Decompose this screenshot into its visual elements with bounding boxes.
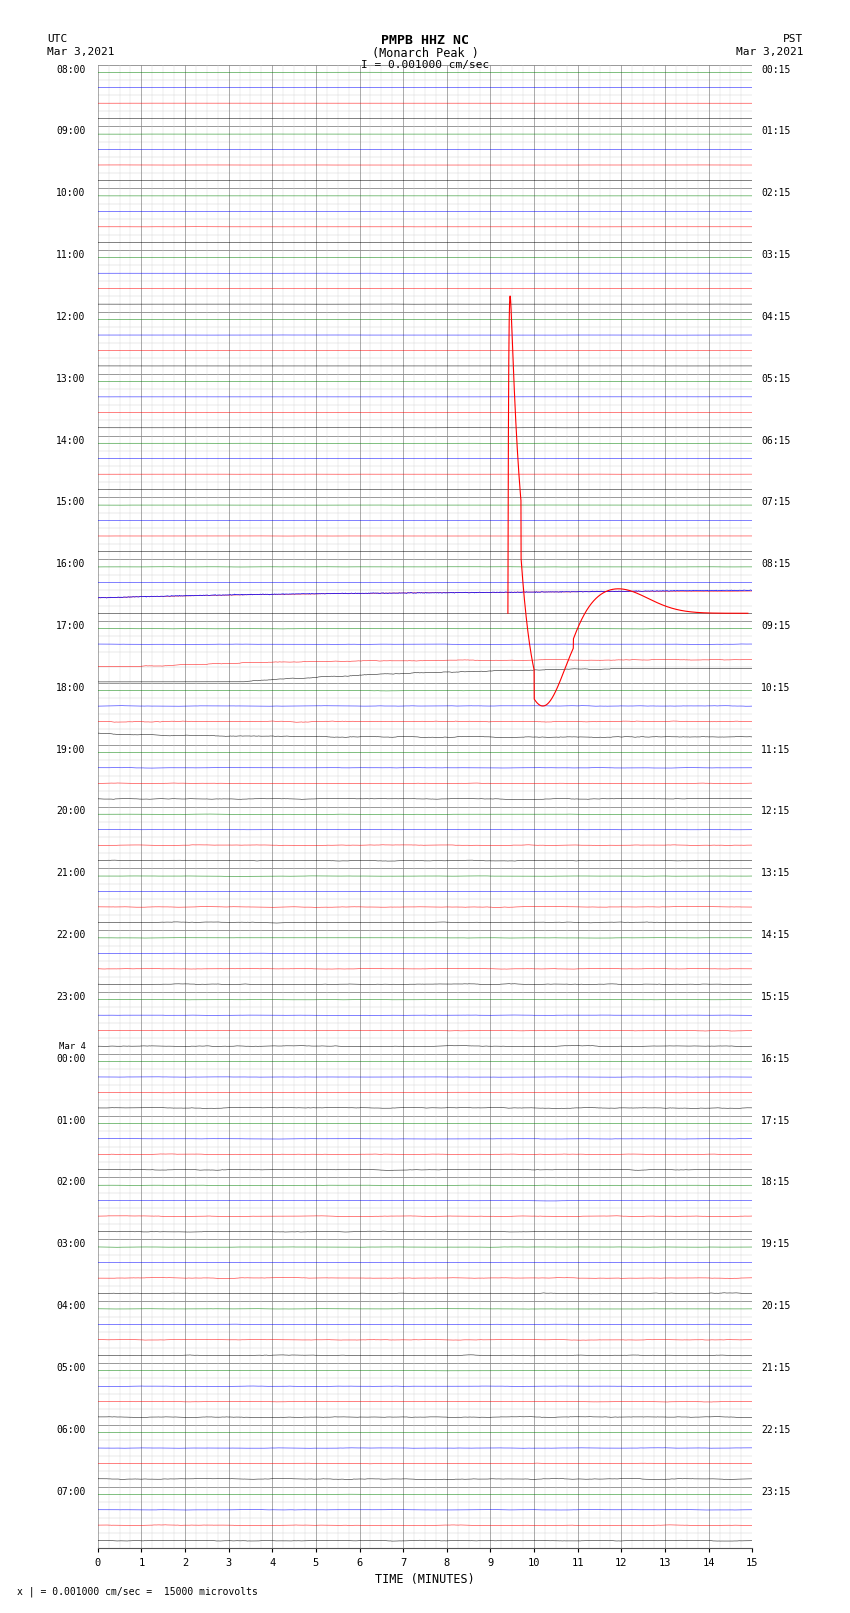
Text: 11:15: 11:15 (761, 745, 790, 755)
Text: 17:15: 17:15 (761, 1116, 790, 1126)
Text: Mar 4: Mar 4 (59, 1042, 86, 1050)
Text: 00:15: 00:15 (761, 65, 790, 74)
Text: 03:00: 03:00 (56, 1239, 86, 1250)
Text: 12:00: 12:00 (56, 311, 86, 323)
Text: 17:00: 17:00 (56, 621, 86, 631)
Text: 04:00: 04:00 (56, 1302, 86, 1311)
Text: 19:00: 19:00 (56, 745, 86, 755)
Text: 16:00: 16:00 (56, 560, 86, 569)
Text: 18:00: 18:00 (56, 682, 86, 694)
Text: UTC: UTC (47, 34, 67, 44)
Text: 12:15: 12:15 (761, 806, 790, 816)
Text: 23:15: 23:15 (761, 1487, 790, 1497)
Text: 07:00: 07:00 (56, 1487, 86, 1497)
Text: 09:00: 09:00 (56, 126, 86, 137)
Text: 07:15: 07:15 (761, 497, 790, 508)
Text: 09:15: 09:15 (761, 621, 790, 631)
Text: 02:00: 02:00 (56, 1177, 86, 1187)
Text: 10:15: 10:15 (761, 682, 790, 694)
Text: 13:00: 13:00 (56, 374, 86, 384)
Text: 14:15: 14:15 (761, 931, 790, 940)
Text: Mar 3,2021: Mar 3,2021 (736, 47, 803, 56)
Text: 20:15: 20:15 (761, 1302, 790, 1311)
Text: 14:00: 14:00 (56, 436, 86, 445)
Text: I = 0.001000 cm/sec: I = 0.001000 cm/sec (361, 60, 489, 69)
Text: 04:15: 04:15 (761, 311, 790, 323)
Text: 21:00: 21:00 (56, 868, 86, 879)
Text: 01:15: 01:15 (761, 126, 790, 137)
Text: 22:15: 22:15 (761, 1424, 790, 1436)
Text: 18:15: 18:15 (761, 1177, 790, 1187)
Text: 20:00: 20:00 (56, 806, 86, 816)
Text: 00:00: 00:00 (56, 1053, 86, 1065)
Text: 06:00: 06:00 (56, 1424, 86, 1436)
X-axis label: TIME (MINUTES): TIME (MINUTES) (375, 1573, 475, 1586)
Text: PMPB HHZ NC: PMPB HHZ NC (381, 34, 469, 47)
Text: 16:15: 16:15 (761, 1053, 790, 1065)
Text: 19:15: 19:15 (761, 1239, 790, 1250)
Text: 02:15: 02:15 (761, 189, 790, 198)
Text: 08:00: 08:00 (56, 65, 86, 74)
Text: 03:15: 03:15 (761, 250, 790, 260)
Text: 05:00: 05:00 (56, 1363, 86, 1373)
Text: x | = 0.001000 cm/sec =  15000 microvolts: x | = 0.001000 cm/sec = 15000 microvolts (17, 1586, 258, 1597)
Text: 21:15: 21:15 (761, 1363, 790, 1373)
Text: 11:00: 11:00 (56, 250, 86, 260)
Text: 15:15: 15:15 (761, 992, 790, 1002)
Text: 13:15: 13:15 (761, 868, 790, 879)
Text: PST: PST (783, 34, 803, 44)
Text: (Monarch Peak ): (Monarch Peak ) (371, 47, 479, 60)
Text: 05:15: 05:15 (761, 374, 790, 384)
Text: 22:00: 22:00 (56, 931, 86, 940)
Text: 01:00: 01:00 (56, 1116, 86, 1126)
Text: 08:15: 08:15 (761, 560, 790, 569)
Text: 23:00: 23:00 (56, 992, 86, 1002)
Text: 10:00: 10:00 (56, 189, 86, 198)
Text: 06:15: 06:15 (761, 436, 790, 445)
Text: 15:00: 15:00 (56, 497, 86, 508)
Text: Mar 3,2021: Mar 3,2021 (47, 47, 114, 56)
